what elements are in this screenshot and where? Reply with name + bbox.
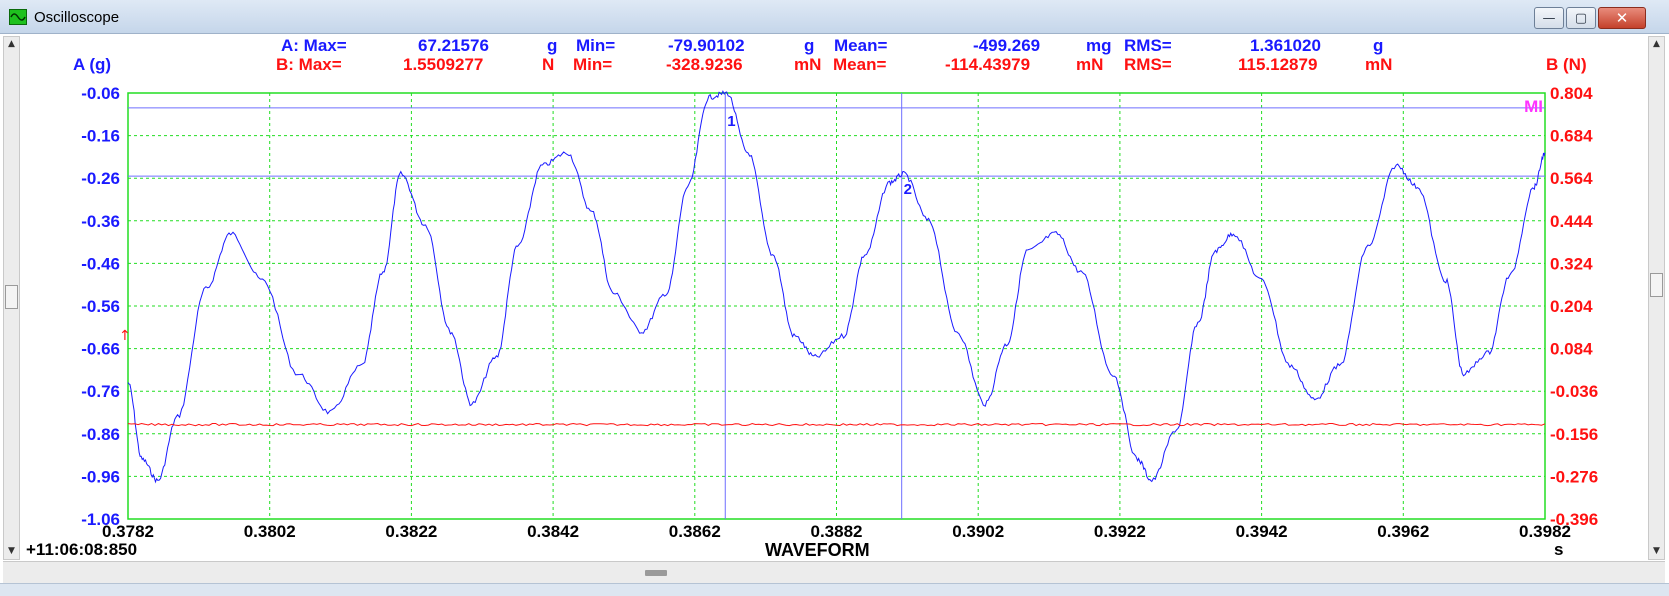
scroll-up-arrow-icon[interactable]: ▲ <box>8 39 15 49</box>
x-tick-label: 0.3982 <box>1519 522 1571 541</box>
y-left-tick-label: -0.96 <box>81 467 120 486</box>
axis-b-title: B (N) <box>1546 55 1587 74</box>
y-right-tick-label: 0.444 <box>1550 212 1593 231</box>
right-scrollbar[interactable]: ▲ ▼ <box>1648 36 1665 560</box>
stat-a-min: -79.90102 <box>668 36 745 55</box>
stat-a-rms-label: RMS= <box>1124 36 1172 55</box>
y-left-tick-label: -0.46 <box>81 254 120 273</box>
stats-header: A: Max= 67.21576 g Min= -79.90102 g Mean… <box>0 36 1669 76</box>
stat-b-max-unit: N <box>542 55 555 74</box>
stat-b-min-label: Min= <box>573 55 613 74</box>
stat-a-min-unit: g <box>804 36 815 55</box>
stat-a-min-label: Min= <box>576 36 616 55</box>
stat-a-prefix: A: Max= <box>281 36 347 55</box>
left-scroll-thumb[interactable] <box>5 285 18 309</box>
y-right-tick-label: -0.396 <box>1550 510 1598 529</box>
oscilloscope-app-icon <box>9 9 27 25</box>
minimize-button[interactable]: — <box>1534 7 1564 29</box>
horizontal-scroll-thumb[interactable] <box>645 570 667 576</box>
stat-a-mean-label: Mean= <box>834 36 888 55</box>
x-tick-label: 0.3902 <box>952 522 1004 541</box>
y-right-tick-label: -0.036 <box>1550 382 1598 401</box>
right-scroll-thumb[interactable] <box>1650 273 1663 297</box>
scroll-down-arrow-icon[interactable]: ▼ <box>1653 546 1660 556</box>
x-axis-unit: s <box>1554 540 1564 559</box>
x-axis-label: WAVEFORM <box>765 540 870 560</box>
y-left-tick-label: -0.06 <box>81 84 120 103</box>
x-tick-label: 0.3942 <box>1236 522 1288 541</box>
x-tick-label: 0.3842 <box>527 522 579 541</box>
x-tick-label: 0.3922 <box>1094 522 1146 541</box>
window-bottom-strip <box>0 583 1669 596</box>
axis-a-title: A (g) <box>73 55 112 74</box>
y-right-tick-label: 0.084 <box>1550 340 1593 359</box>
window-title: Oscilloscope <box>34 9 120 26</box>
stat-b-min-unit: mN <box>794 55 822 74</box>
title-bar: Oscilloscope — ▢ ✕ <box>0 0 1669 34</box>
stat-b-prefix: B: Max= <box>276 55 342 74</box>
y-left-tick-label: -0.56 <box>81 297 120 316</box>
y-left-tick-label: -1.06 <box>81 510 120 529</box>
stat-b-mean-label: Mean= <box>833 55 887 74</box>
scroll-up-arrow-icon[interactable]: ▲ <box>1653 39 1660 49</box>
x-tick-label: 0.3962 <box>1377 522 1429 541</box>
stat-a-rms: 1.361020 <box>1250 36 1321 55</box>
y-right-tick-label: 0.324 <box>1550 254 1593 273</box>
series-b-line <box>127 422 1546 427</box>
x-tick-label: 0.3802 <box>244 522 296 541</box>
y-right-tick-label: -0.156 <box>1550 425 1598 444</box>
horizontal-scrollbar[interactable] <box>3 561 1665 583</box>
x-tick-label: 0.3862 <box>669 522 721 541</box>
stat-b-min: -328.9236 <box>666 55 743 74</box>
time-stamp: +11:06:08:850 <box>26 540 138 559</box>
x-tick-label: 0.3882 <box>811 522 863 541</box>
stat-a-max-unit: g <box>547 36 558 55</box>
stat-b-mean-unit: mN <box>1076 55 1104 74</box>
stat-b-rms-unit: mN <box>1365 55 1393 74</box>
stat-b-mean: -114.43979 <box>945 55 1031 74</box>
y-right-tick-label: 0.804 <box>1550 84 1593 103</box>
x-tick-label: 0.3782 <box>102 522 154 541</box>
y-right-tick-label: 0.684 <box>1550 127 1593 146</box>
y-right-tick-label: 0.564 <box>1550 169 1593 188</box>
y-left-tick-label: -0.86 <box>81 425 120 444</box>
y-left-tick-label: -0.26 <box>81 169 120 188</box>
marker-label: MI <box>1524 97 1543 116</box>
scroll-down-arrow-icon[interactable]: ▼ <box>8 546 15 556</box>
x-tick-label: 0.3822 <box>385 522 437 541</box>
stat-a-max: 67.21576 <box>418 36 489 55</box>
cursor-1-label: 1 <box>727 113 735 130</box>
stat-a-mean-unit: mg <box>1086 36 1112 55</box>
y-left-tick-label: -0.16 <box>81 127 120 146</box>
left-scrollbar[interactable]: ▲ ▼ <box>3 36 20 560</box>
y-right-tick-label: -0.276 <box>1550 467 1598 486</box>
stat-a-rms-unit: g <box>1373 36 1384 55</box>
stat-b-max: 1.5509277 <box>403 55 484 74</box>
trigger-marker-icon: ↑ <box>119 328 131 344</box>
cursor-2-label: 2 <box>904 181 912 198</box>
stat-b-rms-label: RMS= <box>1124 55 1172 74</box>
y-left-tick-label: -0.36 <box>81 212 120 231</box>
stat-a-mean: -499.269 <box>973 36 1041 55</box>
close-button[interactable]: ✕ <box>1598 7 1646 29</box>
maximize-button[interactable]: ▢ <box>1566 7 1596 29</box>
series-a-line <box>127 90 1546 484</box>
y-left-tick-label: -0.66 <box>81 340 120 359</box>
y-left-tick-label: -0.76 <box>81 382 120 401</box>
stat-b-rms: 115.12879 <box>1238 55 1318 74</box>
y-right-tick-label: 0.204 <box>1550 297 1593 316</box>
